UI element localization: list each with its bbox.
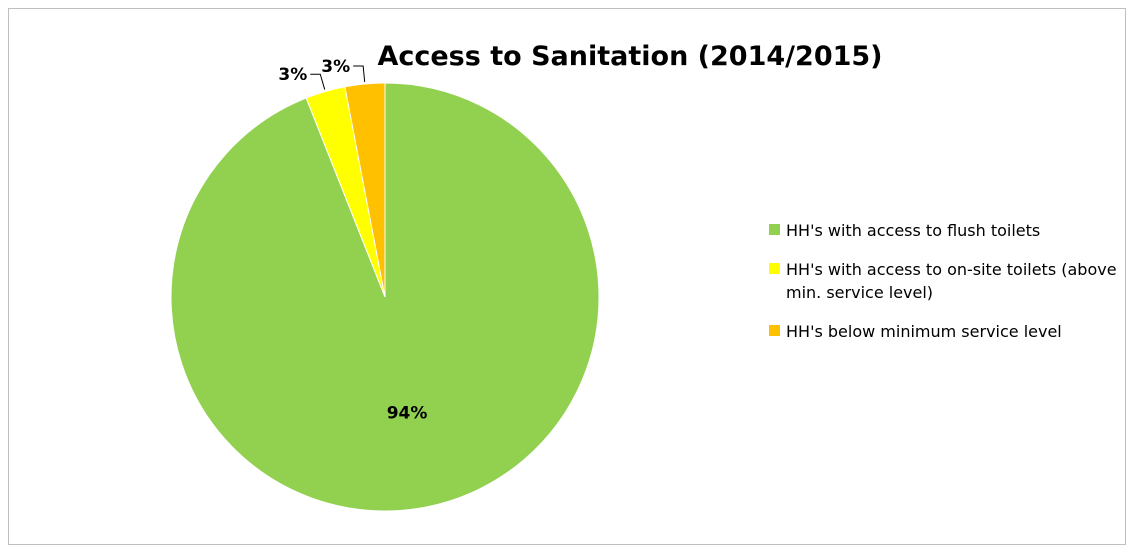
legend-swatch	[769, 263, 780, 274]
legend-swatch	[769, 325, 780, 336]
data-labels: 94% 3% 3%	[278, 57, 427, 424]
legend-label: HH's with access to flush toilets	[786, 221, 1041, 240]
chart-legend: HH's with access to flush toilets HH's w…	[769, 219, 1136, 359]
legend-swatch	[769, 224, 780, 235]
legend-label: HH's below minimum service level	[786, 322, 1062, 341]
leader-line-2	[353, 65, 366, 83]
leader-line-1	[310, 73, 326, 90]
data-label-1: 3%	[278, 65, 307, 85]
pie-slice-2	[344, 82, 386, 298]
chart-title: Access to Sanitation (2014/2015)	[377, 41, 882, 72]
data-label-2: 3%	[321, 57, 350, 77]
pie-slices	[170, 82, 600, 512]
data-label-0: 94%	[387, 404, 428, 424]
legend-item-onsite-toilets: HH's with access to on-site toilets (abo…	[769, 258, 1136, 304]
legend-item-flush-toilets: HH's with access to flush toilets	[769, 219, 1136, 242]
legend-item-below-minimum: HH's below minimum service level	[769, 320, 1136, 343]
leader-lines	[310, 65, 366, 90]
legend-label: HH's with access to on-site toilets (abo…	[786, 260, 1117, 302]
